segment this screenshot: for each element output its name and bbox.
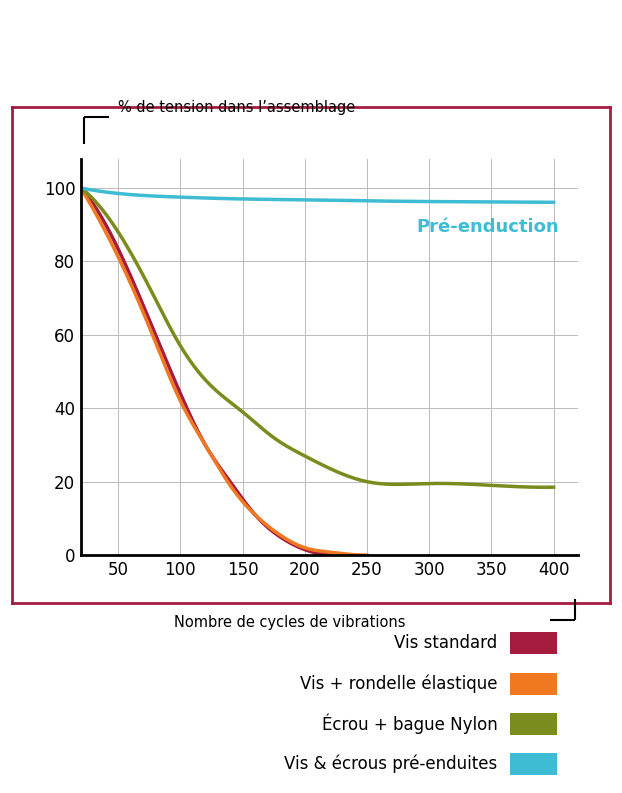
Text: Pré-enduction: Pré-enduction bbox=[417, 218, 559, 236]
Text: Écrou + bague Nylon: Écrou + bague Nylon bbox=[322, 714, 498, 734]
Text: COMPARAISON DES SOLUTIONS: COMPARAISON DES SOLUTIONS bbox=[66, 24, 556, 52]
Text: Vis standard: Vis standard bbox=[394, 634, 498, 653]
Text: % de tension dans l’assemblage: % de tension dans l’assemblage bbox=[118, 100, 355, 115]
Bar bbox=[510, 633, 557, 654]
Text: Vis & écrous pré-enduites: Vis & écrous pré-enduites bbox=[284, 755, 498, 773]
Bar bbox=[510, 672, 557, 695]
Text: DE FREINAGE: DE FREINAGE bbox=[208, 70, 414, 98]
Text: Nombre de cycles de vibrations: Nombre de cycles de vibrations bbox=[174, 615, 406, 630]
Bar bbox=[510, 753, 557, 775]
Bar bbox=[510, 713, 557, 734]
Text: Vis + rondelle élastique: Vis + rondelle élastique bbox=[300, 674, 498, 693]
